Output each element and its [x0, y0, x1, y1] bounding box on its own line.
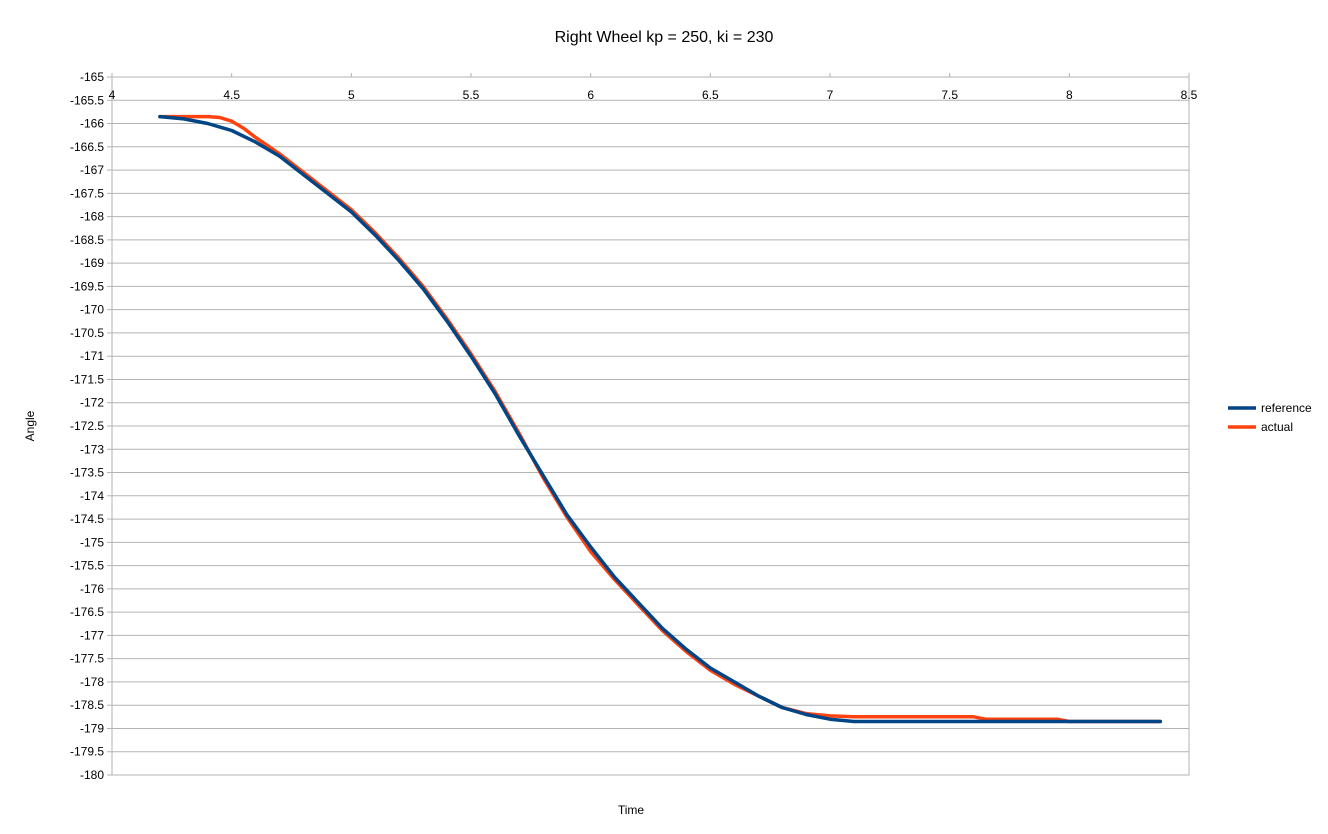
y-tick-label: -174: [80, 489, 104, 503]
y-tick-label: -177: [80, 628, 104, 642]
y-tick-label: -179: [80, 721, 104, 735]
y-tick-label: -169.5: [70, 279, 104, 293]
x-tick-label: 6: [587, 88, 594, 102]
chart-title: Right Wheel kp = 250, ki = 230: [555, 29, 774, 46]
y-tick-label: -176: [80, 582, 104, 596]
y-tick-label: -178: [80, 675, 104, 689]
y-tick-label: -178.5: [70, 698, 104, 712]
x-tick-label: 4: [109, 88, 116, 102]
y-axis-title: Angle: [23, 410, 37, 441]
x-tick-label: 8.5: [1181, 88, 1198, 102]
y-tick-label: -176.5: [70, 605, 104, 619]
y-tick-label: -172.5: [70, 419, 104, 433]
data-series: [158, 114, 1163, 724]
y-tick-label: -166.5: [70, 140, 104, 154]
y-tick-label: -173.5: [70, 466, 104, 480]
legend: reference actual: [1228, 401, 1312, 434]
y-tick-label: -172: [80, 396, 104, 410]
y-axis-tick-labels: -165 -165.5 -166 -166.5 -167 -167.5 -168 -168.5…: [70, 70, 104, 782]
x-tick-label: 8: [1066, 88, 1073, 102]
legend-label-reference: reference: [1261, 401, 1312, 415]
x-axis-tick-labels: 4 4.5 5 5.5 6 6.5 7 7.5 8 8.5: [109, 88, 1198, 102]
legend-label-actual: actual: [1261, 420, 1293, 434]
x-tick-label: 7.5: [941, 88, 958, 102]
y-tick-label: -166: [80, 117, 104, 131]
x-tick-label: 5.5: [463, 88, 480, 102]
y-tick-label: -168: [80, 210, 104, 224]
y-tick-label: -177.5: [70, 652, 104, 666]
y-tick-label: -167: [80, 163, 104, 177]
y-tick-label: -171: [80, 349, 104, 363]
y-tick-label: -167.5: [70, 186, 104, 200]
x-tick-label: 7: [827, 88, 834, 102]
y-tick-label: -173: [80, 442, 104, 456]
y-tick-label: -175.5: [70, 559, 104, 573]
x-axis-title: Time: [618, 803, 645, 817]
x-tick-label: 6.5: [702, 88, 719, 102]
y-tick-label: -169: [80, 256, 104, 270]
x-tick-label: 4.5: [223, 88, 240, 102]
y-tick-label: -179.5: [70, 745, 104, 759]
y-tick-label: -168.5: [70, 233, 104, 247]
plot-area: [111, 76, 1190, 776]
series-line-actual: [158, 114, 1163, 724]
x-tick-label: 5: [348, 88, 355, 102]
y-tick-label: -170: [80, 303, 104, 317]
y-tick-label: -165: [80, 70, 104, 84]
y-tick-label: -174.5: [70, 512, 104, 526]
series-line-reference: [158, 114, 1163, 724]
y-tick-label: -165.5: [70, 93, 104, 107]
y-tick-label: -171.5: [70, 372, 104, 386]
y-tick-label: -175: [80, 535, 104, 549]
y-tick-label: -170.5: [70, 326, 104, 340]
y-tick-label: -180: [80, 768, 104, 782]
